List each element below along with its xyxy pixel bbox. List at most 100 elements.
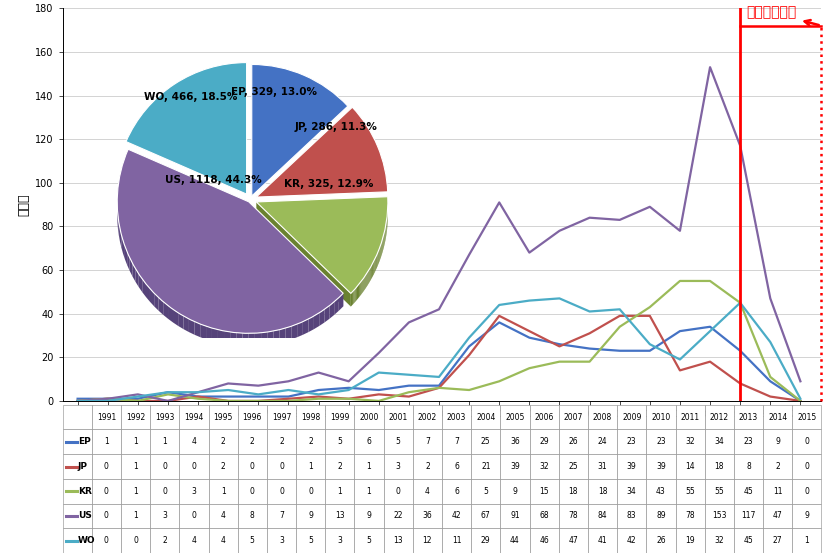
Polygon shape: [314, 313, 319, 329]
Polygon shape: [121, 234, 123, 253]
Text: 0: 0: [133, 536, 138, 545]
Text: 0: 0: [163, 462, 167, 471]
Bar: [646, 454, 676, 479]
Bar: [92, 528, 121, 553]
Polygon shape: [261, 332, 267, 346]
Bar: [559, 504, 588, 528]
Text: 2000: 2000: [359, 413, 379, 421]
Bar: [267, 405, 296, 430]
Bar: [63, 454, 92, 479]
Polygon shape: [356, 287, 357, 301]
Bar: [325, 430, 354, 454]
Polygon shape: [168, 306, 173, 322]
Bar: [413, 528, 442, 553]
Text: 1992: 1992: [126, 413, 145, 421]
Text: 27: 27: [773, 536, 782, 545]
Polygon shape: [351, 292, 352, 306]
Bar: [179, 430, 208, 454]
Text: 23: 23: [744, 437, 753, 446]
Text: EP, 329, 13.0%: EP, 329, 13.0%: [231, 87, 317, 97]
Polygon shape: [256, 202, 351, 306]
Text: 2008: 2008: [593, 413, 612, 421]
Bar: [530, 454, 559, 479]
Polygon shape: [354, 288, 356, 302]
Bar: [646, 430, 676, 454]
Bar: [734, 405, 763, 430]
Text: 1: 1: [133, 437, 138, 446]
Bar: [617, 504, 646, 528]
Text: 4: 4: [221, 536, 225, 545]
Text: 4: 4: [221, 512, 225, 520]
Bar: [92, 405, 121, 430]
Text: 2002: 2002: [418, 413, 437, 421]
Bar: [705, 430, 734, 454]
Bar: [325, 504, 354, 528]
Bar: [734, 528, 763, 553]
Bar: [296, 479, 325, 504]
Bar: [763, 454, 792, 479]
Text: 3: 3: [338, 536, 342, 545]
Text: 1991: 1991: [97, 413, 116, 421]
Polygon shape: [118, 222, 120, 242]
Bar: [792, 504, 821, 528]
Bar: [792, 405, 821, 430]
Text: 9: 9: [805, 512, 809, 520]
Bar: [325, 479, 354, 504]
Polygon shape: [206, 326, 212, 341]
Text: 6: 6: [455, 462, 459, 471]
Polygon shape: [123, 240, 125, 259]
Text: 2006: 2006: [535, 413, 554, 421]
Text: 84: 84: [598, 512, 607, 520]
Bar: [500, 479, 530, 504]
Text: 2007: 2007: [564, 413, 583, 421]
Bar: [150, 504, 179, 528]
Polygon shape: [363, 278, 364, 293]
Polygon shape: [334, 298, 339, 315]
Bar: [150, 430, 179, 454]
Text: 2: 2: [776, 462, 780, 471]
Text: 0: 0: [279, 487, 284, 495]
Text: 13: 13: [394, 536, 403, 545]
Bar: [676, 504, 705, 528]
Bar: [63, 430, 92, 454]
Bar: [530, 405, 559, 430]
Polygon shape: [303, 319, 309, 335]
Text: 11: 11: [773, 487, 782, 495]
Text: 5: 5: [250, 536, 254, 545]
Bar: [792, 528, 821, 553]
Bar: [471, 454, 500, 479]
Text: 91: 91: [510, 512, 520, 520]
Text: 31: 31: [598, 462, 607, 471]
Text: 13: 13: [335, 512, 344, 520]
Text: 78: 78: [569, 512, 578, 520]
Bar: [121, 479, 150, 504]
Text: 15: 15: [540, 487, 549, 495]
Polygon shape: [146, 284, 150, 302]
Text: 29: 29: [540, 437, 549, 446]
Text: 39: 39: [510, 462, 520, 471]
Bar: [442, 479, 471, 504]
Text: US: US: [78, 512, 92, 520]
Text: 2013: 2013: [739, 413, 758, 421]
Text: 2005: 2005: [505, 413, 525, 421]
Bar: [296, 528, 325, 553]
Bar: [208, 528, 238, 553]
Polygon shape: [236, 333, 243, 346]
Polygon shape: [365, 274, 367, 288]
Text: 39: 39: [656, 462, 666, 471]
Wedge shape: [256, 107, 388, 197]
Text: 6: 6: [455, 487, 459, 495]
Text: 1: 1: [805, 536, 809, 545]
Text: 1993: 1993: [155, 413, 174, 421]
Bar: [763, 430, 792, 454]
Polygon shape: [369, 268, 370, 282]
Bar: [646, 528, 676, 553]
Polygon shape: [249, 202, 344, 306]
Text: 2010: 2010: [651, 413, 671, 421]
Bar: [325, 405, 354, 430]
Polygon shape: [368, 270, 369, 285]
Bar: [734, 504, 763, 528]
Text: 5: 5: [396, 437, 400, 446]
Text: 2: 2: [221, 437, 225, 446]
Bar: [471, 479, 500, 504]
